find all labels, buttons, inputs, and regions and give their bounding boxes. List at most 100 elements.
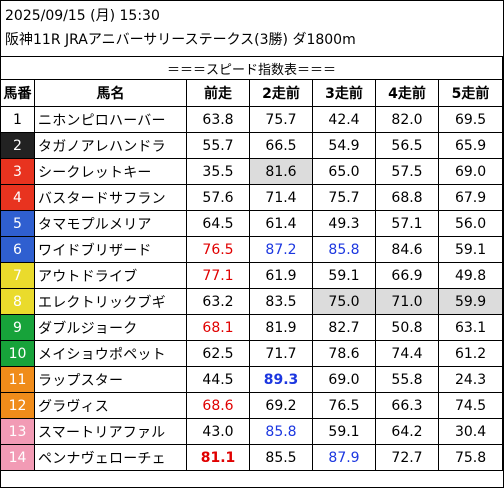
table-row: 1 ニホンピロハーバー 63.8 75.7 42.4 82.0 69.5	[0, 106, 504, 133]
table-row: 13 スマートリアファル 43.0 85.8 59.1 64.2 30.4	[0, 418, 504, 445]
speed-4ago: 66.9	[375, 262, 439, 289]
speed-last: 43.0	[186, 418, 250, 445]
speed-4ago: 82.0	[375, 106, 439, 133]
speed-3ago: 76.5	[312, 392, 376, 419]
speed-2ago: 85.5	[249, 444, 313, 471]
horse-name: スマートリアファル	[34, 418, 187, 445]
horse-number: 5	[0, 210, 35, 237]
col-header-2ago: 2走前	[249, 79, 313, 107]
speed-5ago: 24.3	[437, 366, 504, 393]
speed-last: 62.5	[186, 340, 250, 367]
speed-2ago: 69.2	[249, 392, 313, 419]
horse-number: 2	[0, 132, 35, 159]
speed-last: 68.6	[186, 392, 250, 419]
speed-4ago: 72.7	[375, 444, 439, 471]
speed-5ago: 67.9	[437, 184, 504, 211]
col-header-5ago: 5走前	[437, 79, 504, 107]
speed-last: 63.2	[186, 288, 250, 315]
speed-2ago: 87.2	[249, 236, 313, 263]
horse-number: 1	[0, 106, 35, 133]
speed-5ago: 75.8	[437, 444, 504, 471]
table-banner: ＝＝＝スピード指数表＝＝＝	[0, 56, 504, 80]
speed-5ago: 30.4	[437, 418, 504, 445]
table-row: 4 バスタードサフラン 57.6 71.4 75.7 68.8 67.9	[0, 184, 504, 211]
speed-last: 55.7	[186, 132, 250, 159]
speed-last: 81.1	[186, 444, 250, 471]
speed-4ago: 64.2	[375, 418, 439, 445]
horse-name: グラヴィス	[34, 392, 187, 419]
horse-number: 11	[0, 366, 35, 393]
speed-3ago: 69.0	[312, 366, 376, 393]
speed-2ago: 85.8	[249, 418, 313, 445]
col-header-3ago: 3走前	[312, 79, 376, 107]
horse-name: ダブルジョーク	[34, 314, 187, 341]
speed-2ago: 81.6	[249, 158, 313, 185]
col-header-name: 馬名	[34, 79, 187, 107]
race-datetime: 2025/09/15 (月) 15:30	[5, 8, 160, 24]
speed-5ago: 69.0	[437, 158, 504, 185]
speed-5ago: 65.9	[437, 132, 504, 159]
speed-last: 44.5	[186, 366, 250, 393]
speed-5ago: 49.8	[437, 262, 504, 289]
horse-number: 13	[0, 418, 35, 445]
speed-4ago: 74.4	[375, 340, 439, 367]
speed-2ago: 71.4	[249, 184, 313, 211]
speed-3ago: 59.1	[312, 418, 376, 445]
horse-name: ワイドブリザード	[34, 236, 187, 263]
speed-2ago: 75.7	[249, 106, 313, 133]
speed-index-table: ＝＝＝スピード指数表＝＝＝ 馬番 馬名 前走 2走前 3走前 4走前 5走前 1…	[0, 56, 504, 471]
speed-4ago: 56.5	[375, 132, 439, 159]
speed-2ago: 66.5	[249, 132, 313, 159]
horse-name: ニホンピロハーバー	[34, 106, 187, 133]
horse-name: エレクトリックブギ	[34, 288, 187, 315]
speed-last: 64.5	[186, 210, 250, 237]
speed-last: 57.6	[186, 184, 250, 211]
table-row: 9 ダブルジョーク 68.1 81.9 82.7 50.8 63.1	[0, 314, 504, 341]
table-row: 8 エレクトリックブギ 63.2 83.5 75.0 71.0 59.9	[0, 288, 504, 315]
horse-number: 14	[0, 444, 35, 471]
speed-2ago: 61.9	[249, 262, 313, 289]
horse-number: 10	[0, 340, 35, 367]
speed-4ago: 71.0	[375, 288, 439, 315]
horse-number: 6	[0, 236, 35, 263]
speed-5ago: 61.2	[437, 340, 504, 367]
speed-5ago: 59.1	[437, 236, 504, 263]
speed-3ago: 85.8	[312, 236, 376, 263]
speed-last: 35.5	[186, 158, 250, 185]
speed-last: 68.1	[186, 314, 250, 341]
table-row: 2 タガノアレハンドラ 55.7 66.5 54.9 56.5 65.9	[0, 132, 504, 159]
speed-2ago: 61.4	[249, 210, 313, 237]
horse-number: 4	[0, 184, 35, 211]
speed-5ago: 63.1	[437, 314, 504, 341]
horse-name: タガノアレハンドラ	[34, 132, 187, 159]
horse-name: メイショウポペット	[34, 340, 187, 367]
horse-name: ラップスター	[34, 366, 187, 393]
table-row: 11 ラップスター 44.5 89.3 69.0 55.8 24.3	[0, 366, 504, 393]
speed-5ago: 74.5	[437, 392, 504, 419]
speed-2ago: 89.3	[249, 366, 313, 393]
speed-3ago: 82.7	[312, 314, 376, 341]
speed-4ago: 57.5	[375, 158, 439, 185]
speed-2ago: 71.7	[249, 340, 313, 367]
table-row: 6 ワイドブリザード 76.5 87.2 85.8 84.6 59.1	[0, 236, 504, 263]
speed-3ago: 78.6	[312, 340, 376, 367]
race-title: 阪神11R JRAアニバーサリーステークス(3勝) ダ1800m	[5, 32, 356, 48]
horse-name: タマモプルメリア	[34, 210, 187, 237]
horse-number: 8	[0, 288, 35, 315]
col-header-number: 馬番	[0, 79, 35, 107]
speed-last: 77.1	[186, 262, 250, 289]
speed-3ago: 75.0	[312, 288, 376, 315]
speed-2ago: 83.5	[249, 288, 313, 315]
speed-4ago: 57.1	[375, 210, 439, 237]
speed-last: 63.8	[186, 106, 250, 133]
col-header-4ago: 4走前	[375, 79, 439, 107]
speed-3ago: 65.0	[312, 158, 376, 185]
speed-3ago: 54.9	[312, 132, 376, 159]
speed-3ago: 75.7	[312, 184, 376, 211]
table-row: 3 シークレットキー 35.5 81.6 65.0 57.5 69.0	[0, 158, 504, 185]
speed-5ago: 59.9	[437, 288, 504, 315]
horse-number: 12	[0, 392, 35, 419]
speed-5ago: 69.5	[437, 106, 504, 133]
speed-4ago: 55.8	[375, 366, 439, 393]
speed-3ago: 49.3	[312, 210, 376, 237]
